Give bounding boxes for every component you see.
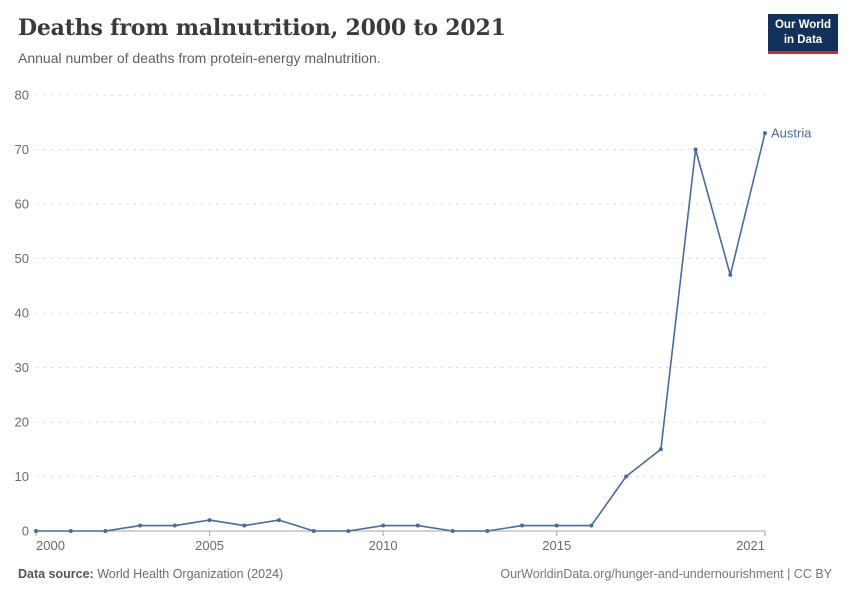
data-line bbox=[36, 132, 766, 532]
data-source-text: World Health Organization (2024) bbox=[97, 567, 284, 581]
data-point bbox=[277, 518, 281, 523]
data-point bbox=[415, 523, 420, 528]
data-point bbox=[207, 518, 212, 523]
data-point bbox=[242, 523, 247, 528]
y-tick-label: 40 bbox=[15, 306, 29, 321]
data-point bbox=[658, 447, 663, 452]
data-point bbox=[450, 529, 455, 533]
data-point bbox=[311, 529, 316, 533]
chart-subtitle: Annual number of deaths from protein-ene… bbox=[18, 50, 381, 67]
y-tick-label: 0 bbox=[22, 524, 29, 539]
chart-header: Deaths from malnutrition, 2000 to 2021 A… bbox=[18, 15, 506, 66]
page-title: Deaths from malnutrition, 2000 to 2021 bbox=[18, 15, 506, 41]
data-point bbox=[138, 523, 143, 528]
owid-logo-line1: Our World bbox=[774, 19, 831, 31]
x-tick-label: 2010 bbox=[369, 538, 398, 553]
data-point bbox=[381, 523, 386, 528]
data-point bbox=[34, 529, 38, 533]
data-point bbox=[68, 529, 73, 533]
data-point bbox=[693, 147, 698, 152]
y-tick-label: 70 bbox=[15, 142, 29, 157]
x-tick-label: 2000 bbox=[36, 538, 65, 553]
y-tick-label: 30 bbox=[15, 360, 29, 375]
owid-logo: Our World in Data bbox=[768, 14, 838, 54]
chart-area: 0 10 20 30 40 50 60 70 80 2000 2005 2010 2015 2021 Aus… bbox=[0, 85, 850, 555]
license-credit: OurWorldinData.org/hunger-and-undernouri… bbox=[500, 567, 832, 581]
x-tick-label: 2005 bbox=[195, 538, 224, 553]
series-end-label: Austria bbox=[771, 126, 812, 141]
data-point bbox=[520, 523, 524, 528]
y-tick-label: 80 bbox=[15, 88, 29, 103]
data-point bbox=[103, 529, 108, 533]
data-source-label: Data source: bbox=[18, 567, 94, 581]
x-tick-label: 2021 bbox=[736, 538, 765, 553]
data-point bbox=[554, 523, 559, 528]
data-point bbox=[589, 523, 594, 528]
y-tick-label: 60 bbox=[15, 197, 29, 212]
owid-logo-line2: in Data bbox=[783, 33, 823, 46]
data-point bbox=[763, 131, 767, 136]
data-point bbox=[624, 474, 629, 479]
data-point bbox=[728, 272, 733, 277]
line-chart-canvas[interactable]: 0 10 20 30 40 50 60 70 80 2000 2005 2010 2015 2021 Aus… bbox=[0, 85, 850, 555]
x-tick-label: 2015 bbox=[542, 538, 571, 553]
data-point bbox=[172, 523, 177, 528]
data-point bbox=[485, 529, 490, 533]
chart-footer: Data source: World Health Organization (… bbox=[18, 567, 832, 581]
y-tick-label: 50 bbox=[15, 251, 29, 266]
y-tick-label: 10 bbox=[15, 469, 29, 484]
y-tick-label: 20 bbox=[15, 415, 29, 430]
data-source-note: Data source: World Health Organization (… bbox=[18, 567, 283, 581]
data-point bbox=[346, 529, 351, 533]
